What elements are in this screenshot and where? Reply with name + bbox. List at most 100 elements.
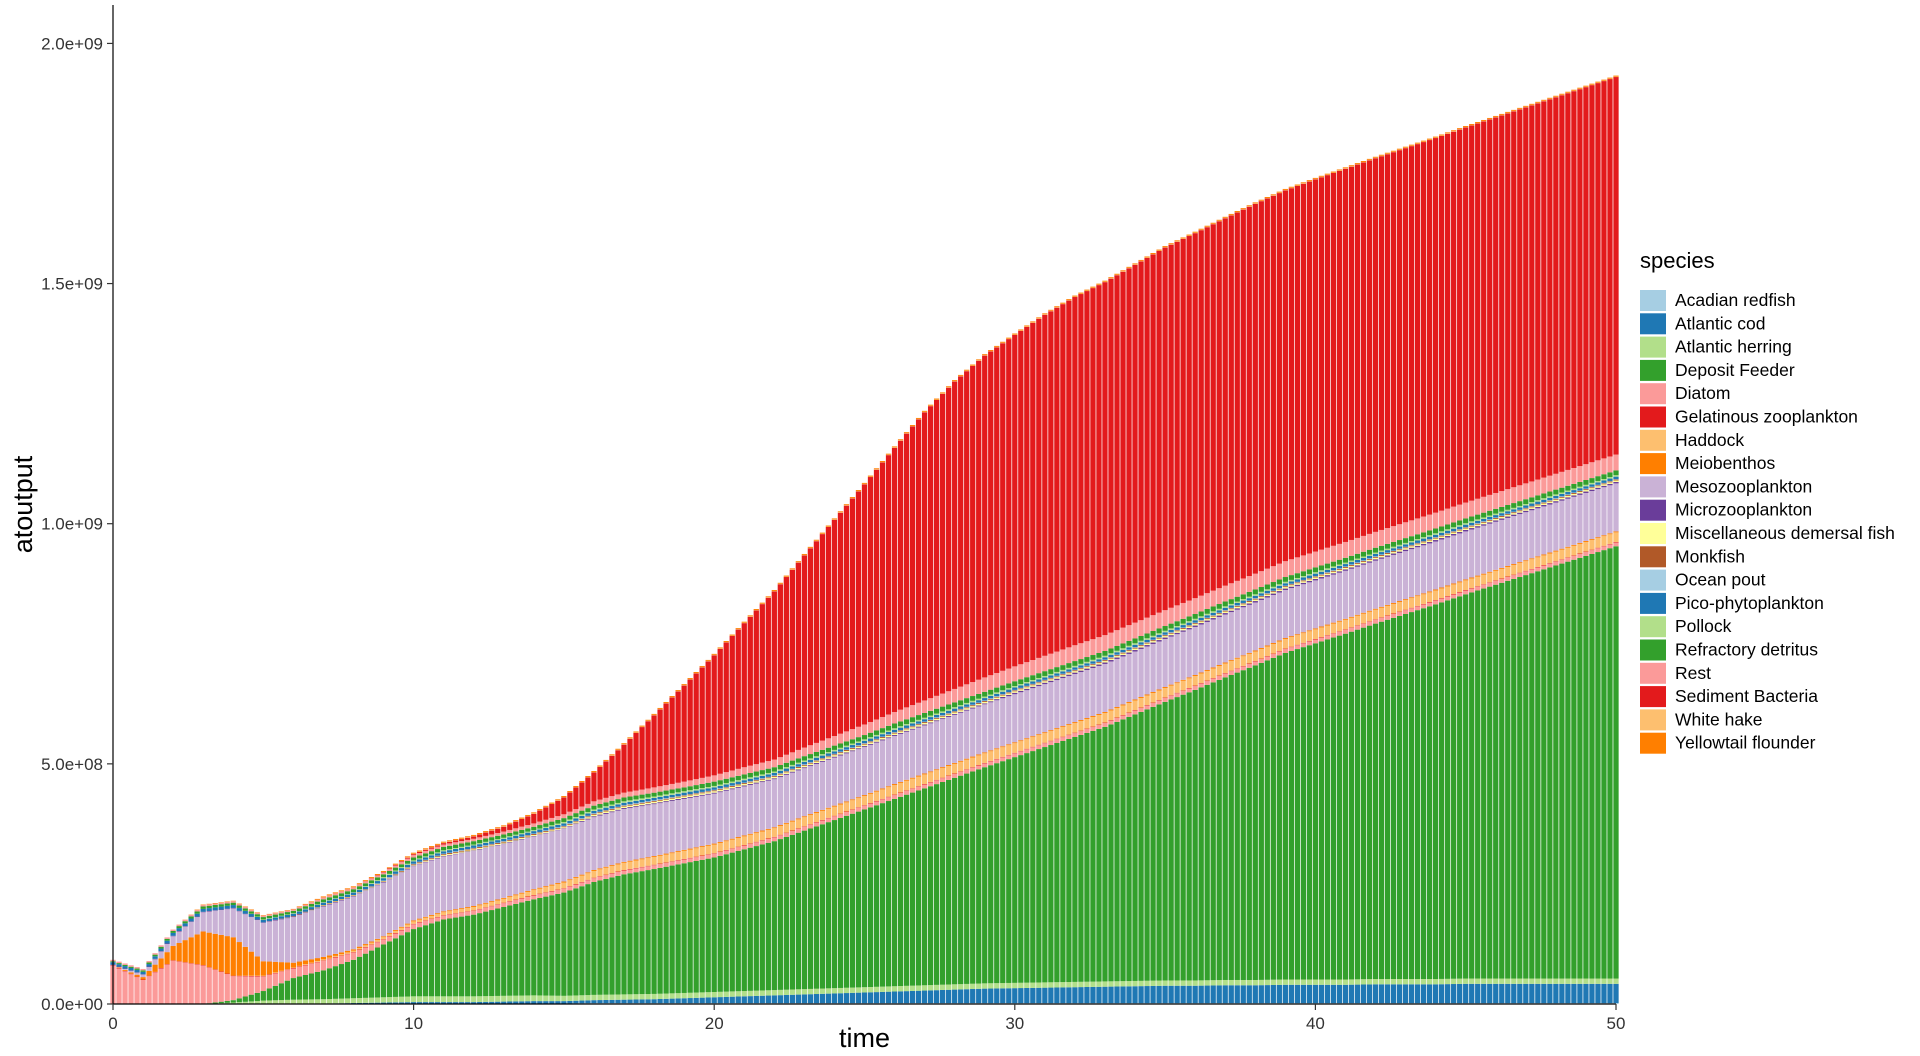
bar-segment-miscellaneous-demersal-fish: [428, 859, 435, 860]
bar-segment-monkfish: [687, 794, 693, 796]
bar-segment-atlantic-herring: [1463, 978, 1469, 984]
bar-segment-rest: [1487, 494, 1493, 511]
bar-segment-microzooplankton: [1426, 541, 1433, 544]
bar-segment-rest: [1535, 479, 1541, 496]
bar-segment-yellowtail-flounder: [681, 684, 687, 686]
bar-segment-meiobenthos: [994, 748, 1000, 750]
bar-segment-yellowtail-flounder: [735, 628, 741, 630]
bar-segment-monkfish: [1234, 605, 1240, 607]
bar-segment-yellowtail-flounder: [693, 672, 699, 673]
bar-segment-pico-phytoplankton: [1144, 639, 1150, 643]
bar-stack: [1390, 150, 1397, 1004]
bar-segment-monkfish: [921, 722, 928, 724]
bar-segment-atlantic-herring: [681, 992, 687, 999]
bar-segment-deposit-feeder: [386, 941, 393, 998]
bar-stack: [1018, 329, 1024, 1004]
bar-segment-pollock: [1060, 669, 1066, 672]
bar-segment-sediment-bacteria: [675, 691, 681, 783]
bar-segment-atlantic-herring: [465, 996, 471, 1003]
bar-stack: [952, 380, 958, 1004]
bar-segment-diatom: [994, 759, 1000, 764]
bar-segment-monkfish: [1246, 601, 1252, 602]
bar-segment-pico-phytoplankton: [1457, 526, 1463, 530]
bar-segment-mesozooplankton: [543, 833, 549, 887]
bar-segment-haddock: [1366, 611, 1373, 622]
bar-segment-miscellaneous-demersal-fish: [861, 744, 868, 747]
bar-segment-deposit-feeder: [1402, 614, 1409, 980]
bar-segment-rest: [675, 782, 681, 789]
bar-segment-monkfish: [1276, 588, 1282, 590]
bar-segment-atlantic-herring: [549, 995, 555, 1002]
bar-segment-sediment-bacteria: [1426, 140, 1433, 515]
bar-segment-mesozooplankton: [1451, 535, 1457, 584]
bar-segment-diatom: [549, 891, 555, 896]
bar-segment-atlantic-cod: [1517, 983, 1523, 1004]
bar-segment-refractory-detritus: [1354, 553, 1361, 559]
bar-stack: [1565, 91, 1571, 1004]
bar-segment-mesozooplankton: [1318, 578, 1325, 627]
bar-stack: [759, 602, 765, 1004]
bar-segment-atlantic-cod: [1535, 983, 1541, 1004]
bar-segment-haddock: [350, 950, 357, 953]
bar-segment-haddock: [855, 798, 862, 808]
bar-segment-yellowtail-flounder: [380, 870, 387, 872]
bar-segment-monkfish: [807, 762, 814, 764]
bar-segment-monkfish: [946, 713, 952, 715]
bar-segment-rest: [1348, 539, 1355, 556]
bar-segment-sediment-bacteria: [807, 548, 814, 746]
bar-segment-microzooplankton: [1607, 483, 1613, 486]
bar-segment-refractory-detritus: [783, 762, 789, 768]
bar-segment-haddock: [519, 893, 525, 899]
bar-segment-miscellaneous-demersal-fish: [801, 765, 808, 768]
bar-segment-haddock: [314, 960, 321, 962]
bar-segment-deposit-feeder: [302, 974, 309, 1000]
bar-segment-monkfish: [1439, 535, 1445, 537]
bar-segment-diatom: [326, 959, 333, 969]
legend-swatch: [1640, 429, 1666, 451]
bar-segment-monkfish: [1204, 618, 1210, 620]
bar-segment-haddock: [549, 885, 555, 891]
bar-segment-refractory-detritus: [1571, 483, 1577, 489]
bar-stack: [1511, 109, 1517, 1004]
bar-segment-pico-phytoplankton: [176, 928, 182, 931]
bar-segment-rest: [855, 726, 862, 738]
bar-segment-pico-phytoplankton: [1000, 691, 1006, 695]
bar-segment-meiobenthos: [176, 943, 182, 962]
bar-segment-pico-phytoplankton: [988, 695, 994, 699]
bar-segment-miscellaneous-demersal-fish: [1481, 522, 1487, 525]
bar-segment-sediment-bacteria: [1066, 300, 1072, 648]
bar-segment-meiobenthos: [988, 750, 994, 752]
bar-segment-pollock: [940, 711, 946, 713]
bar-segment-diatom: [1457, 592, 1463, 597]
bar-segment-atlantic-cod: [1012, 988, 1018, 1004]
bar-segment-miscellaneous-demersal-fish: [1318, 575, 1325, 578]
bar-segment-rest: [585, 803, 591, 809]
bar-segment-monkfish: [1300, 580, 1307, 582]
bar-segment-sediment-bacteria: [459, 839, 465, 842]
bar-segment-microzooplankton: [591, 816, 597, 818]
bar-segment-deposit-feeder: [1613, 546, 1619, 979]
bar-segment-microzooplankton: [813, 762, 820, 764]
legend-item-diatom: Diatom: [1640, 383, 1730, 405]
bar-segment-mesozooplankton: [224, 909, 230, 937]
bar-segment-mesozooplankton: [350, 896, 357, 950]
bar-segment-monkfish: [1505, 514, 1511, 516]
bar-segment-rest: [1547, 475, 1553, 492]
bar-segment-yellowtail-flounder: [1342, 167, 1349, 169]
bar-segment-pollock: [1192, 618, 1198, 621]
legend-item-gelatinous-zooplankton: Gelatinous zooplankton: [1640, 406, 1858, 428]
bar-segment-deposit-feeder: [212, 1002, 218, 1004]
bar-segment-meiobenthos: [200, 931, 206, 966]
bar-segment-deposit-feeder: [585, 884, 591, 996]
bar-segment-diatom: [134, 977, 140, 1004]
bar-segment-meiobenthos: [326, 955, 333, 958]
bar-segment-monkfish: [1216, 613, 1222, 615]
bar-segment-pollock: [537, 828, 543, 830]
bar-segment-miscellaneous-demersal-fish: [1282, 587, 1288, 589]
bar-segment-refractory-detritus: [116, 963, 122, 965]
bar-segment-deposit-feeder: [771, 841, 777, 991]
bar-segment-deposit-feeder: [1487, 586, 1493, 979]
bar-segment-pollock: [368, 883, 375, 884]
bar-segment-mesozooplankton: [1042, 684, 1048, 733]
bar-stack: [915, 417, 922, 1004]
